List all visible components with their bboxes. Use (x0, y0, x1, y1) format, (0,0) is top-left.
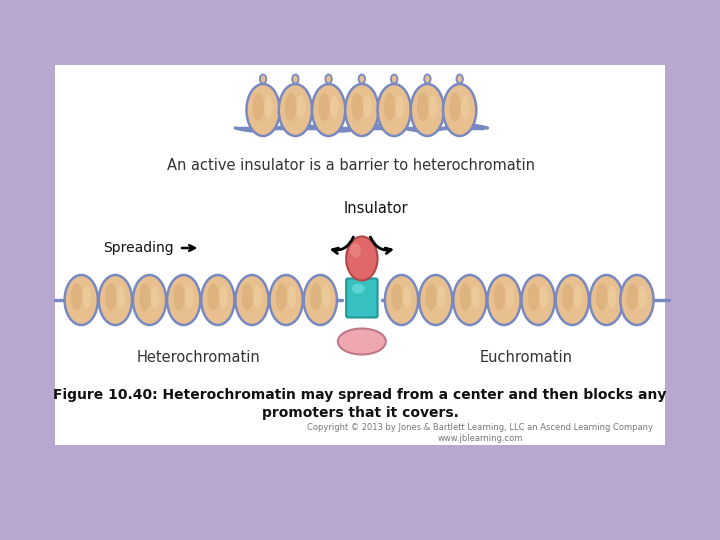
Ellipse shape (345, 84, 379, 136)
Ellipse shape (285, 93, 297, 122)
Ellipse shape (453, 275, 487, 325)
Ellipse shape (461, 95, 469, 119)
Ellipse shape (351, 93, 363, 122)
Ellipse shape (325, 75, 332, 84)
Ellipse shape (487, 275, 521, 325)
Text: promoters that it covers.: promoters that it covers. (261, 406, 459, 420)
Ellipse shape (310, 284, 322, 310)
Text: Copyright © 2013 by Jones & Bartlett Learning, LLC an Ascend Learning Company
ww: Copyright © 2013 by Jones & Bartlett Lea… (307, 423, 653, 443)
Ellipse shape (276, 284, 287, 310)
FancyBboxPatch shape (346, 279, 377, 318)
Ellipse shape (246, 84, 279, 136)
Ellipse shape (377, 84, 411, 136)
Text: Heterochromatin: Heterochromatin (137, 350, 261, 366)
Text: Insulator: Insulator (343, 201, 408, 216)
Ellipse shape (521, 275, 555, 325)
Ellipse shape (235, 275, 269, 325)
Ellipse shape (459, 284, 471, 310)
Ellipse shape (260, 75, 266, 84)
Ellipse shape (297, 95, 305, 119)
Ellipse shape (494, 284, 505, 310)
Ellipse shape (242, 284, 253, 310)
Ellipse shape (574, 286, 582, 308)
Ellipse shape (318, 93, 330, 122)
Ellipse shape (426, 284, 437, 310)
Ellipse shape (417, 93, 428, 122)
Ellipse shape (590, 275, 623, 325)
Ellipse shape (608, 286, 616, 308)
Ellipse shape (639, 286, 647, 308)
Ellipse shape (528, 284, 539, 310)
Ellipse shape (312, 84, 345, 136)
Ellipse shape (253, 93, 264, 122)
Ellipse shape (391, 75, 397, 84)
Ellipse shape (505, 286, 513, 308)
Ellipse shape (437, 286, 446, 308)
Ellipse shape (391, 284, 402, 310)
Ellipse shape (219, 286, 228, 308)
Ellipse shape (449, 93, 461, 122)
Ellipse shape (429, 95, 437, 119)
Ellipse shape (133, 275, 166, 325)
Ellipse shape (424, 75, 431, 84)
Text: Spreading: Spreading (104, 241, 174, 255)
Ellipse shape (539, 286, 548, 308)
Ellipse shape (322, 286, 330, 308)
Text: Euchromatin: Euchromatin (480, 350, 572, 366)
Ellipse shape (279, 84, 312, 136)
Ellipse shape (304, 275, 337, 325)
Ellipse shape (83, 286, 91, 308)
Ellipse shape (471, 286, 480, 308)
Ellipse shape (105, 284, 117, 310)
Ellipse shape (456, 75, 463, 84)
Ellipse shape (207, 284, 219, 310)
Ellipse shape (596, 284, 608, 310)
Ellipse shape (363, 95, 372, 119)
Ellipse shape (201, 275, 235, 325)
Ellipse shape (350, 244, 361, 258)
Ellipse shape (185, 286, 194, 308)
Ellipse shape (71, 284, 82, 310)
Ellipse shape (621, 275, 654, 325)
Ellipse shape (139, 284, 150, 310)
Ellipse shape (562, 284, 574, 310)
Ellipse shape (330, 95, 338, 119)
Ellipse shape (359, 75, 365, 84)
Ellipse shape (411, 84, 444, 136)
Ellipse shape (556, 275, 589, 325)
Ellipse shape (385, 275, 418, 325)
Ellipse shape (151, 286, 159, 308)
Ellipse shape (174, 284, 185, 310)
Ellipse shape (395, 95, 404, 119)
Ellipse shape (117, 286, 125, 308)
Ellipse shape (269, 275, 303, 325)
Ellipse shape (99, 275, 132, 325)
Ellipse shape (351, 284, 364, 294)
Ellipse shape (167, 275, 200, 325)
Ellipse shape (443, 84, 477, 136)
Bar (27, 0, 693, 65)
Ellipse shape (292, 75, 299, 84)
Ellipse shape (287, 286, 296, 308)
Ellipse shape (253, 286, 261, 308)
Text: Figure 10.40: Heterochromatin may spread from a center and then blocks any: Figure 10.40: Heterochromatin may spread… (53, 388, 667, 402)
Bar (55, 65, 665, 445)
Ellipse shape (403, 286, 411, 308)
Ellipse shape (264, 95, 273, 119)
Ellipse shape (65, 275, 98, 325)
Text: An active insulator is a barrier to heterochromatin: An active insulator is a barrier to hete… (167, 158, 535, 172)
Ellipse shape (338, 328, 386, 354)
Ellipse shape (346, 237, 377, 280)
Ellipse shape (626, 284, 638, 310)
Ellipse shape (419, 275, 452, 325)
Ellipse shape (384, 93, 395, 122)
